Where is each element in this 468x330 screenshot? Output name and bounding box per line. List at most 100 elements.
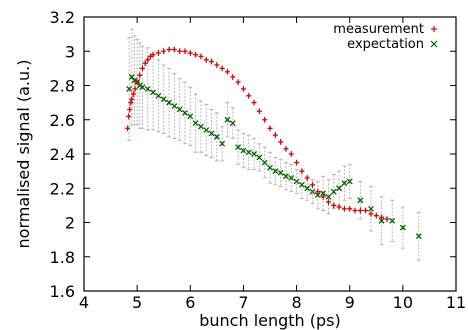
- legend: measurement expectation: [333, 22, 438, 52]
- expectation-marker-b: [314, 192, 321, 199]
- measurement-point: [299, 168, 305, 175]
- expectation-point: [203, 127, 210, 133]
- expectation-point: [229, 120, 236, 127]
- expectation-marker-b: [267, 164, 273, 171]
- measurement-point: [129, 96, 135, 103]
- expectation-point: [368, 205, 374, 212]
- expectation-marker-b: [336, 185, 343, 192]
- measurement-point: [125, 125, 131, 132]
- measurement-point: [214, 61, 220, 68]
- expectation-marker-b: [136, 82, 143, 89]
- expectation-marker-b: [240, 147, 247, 154]
- expectation-point: [213, 133, 220, 140]
- expectation-marker-b: [288, 175, 295, 181]
- expectation-marker-b: [224, 116, 231, 123]
- expectation-series: [126, 73, 422, 240]
- measurement-point: [198, 53, 204, 60]
- expectation-point: [187, 113, 194, 120]
- expectation-marker-b: [139, 84, 146, 91]
- measurement-point: [363, 207, 369, 214]
- expectation-marker-b: [378, 217, 385, 224]
- expectation-marker-b: [256, 154, 263, 161]
- expectation-point: [341, 180, 348, 187]
- expectation-point: [277, 169, 284, 176]
- expectation-marker-b: [213, 133, 220, 140]
- expectation-marker-b: [126, 85, 133, 92]
- expectation-point: [166, 99, 172, 106]
- expectation-marker-b: [346, 178, 353, 185]
- expectation-marker-b: [357, 197, 364, 204]
- expectation-marker-b: [341, 180, 348, 187]
- measurement-point: [384, 216, 390, 223]
- x-tick-label: 11: [446, 293, 466, 312]
- x-tick-label: 4: [79, 293, 89, 312]
- measurement-point: [224, 68, 230, 75]
- expectation-marker-b: [330, 188, 337, 195]
- expectation-marker-b: [277, 169, 284, 176]
- expectation-point: [320, 190, 327, 197]
- y-tick-label: 3.2: [50, 8, 75, 27]
- expectation-marker-b: [251, 151, 258, 157]
- measurement-point: [341, 205, 347, 212]
- expectation-marker-b: [166, 99, 172, 106]
- expectation-point: [282, 173, 289, 180]
- measurement-point: [272, 132, 278, 139]
- x-tick-label: 8: [291, 293, 301, 312]
- expectation-marker-b: [144, 85, 151, 92]
- measurement-point: [240, 85, 246, 92]
- y-tick-label: 1.6: [50, 282, 75, 301]
- expectation-point: [272, 168, 279, 175]
- expectation-marker-b: [203, 127, 210, 133]
- expectation-point: [330, 188, 337, 195]
- x-tick-label: 6: [185, 293, 195, 312]
- expectation-point: [155, 92, 162, 99]
- expectation-point: [144, 85, 151, 92]
- measurement-point: [177, 48, 183, 55]
- error-bars: [127, 28, 421, 261]
- expectation-point: [314, 192, 321, 199]
- measurement-point: [251, 99, 257, 106]
- measurement-point: [283, 145, 289, 152]
- expectation-marker-b: [208, 130, 215, 137]
- legend-marker-expectation: [430, 40, 438, 48]
- measurement-point: [155, 49, 161, 56]
- y-tick-label: 2.4: [50, 145, 75, 164]
- measurement-point: [127, 106, 133, 113]
- expectation-marker-b: [261, 159, 268, 166]
- expectation-marker-b: [272, 168, 279, 175]
- measurement-point: [203, 56, 209, 63]
- expectation-point: [378, 217, 385, 224]
- measurement-point: [166, 46, 172, 53]
- expectation-marker-b: [171, 103, 178, 110]
- x-tick-label: 10: [393, 293, 413, 312]
- measurement-point: [126, 113, 132, 120]
- measurement-point: [352, 207, 358, 214]
- y-axis-label: normalised signal (a.u.): [14, 60, 33, 249]
- expectation-point: [160, 96, 167, 103]
- expectation-marker-b: [245, 149, 252, 156]
- measurement-series: [125, 46, 390, 223]
- expectation-marker-b: [229, 120, 236, 127]
- measurement-point: [294, 159, 300, 166]
- expectation-point: [389, 217, 396, 224]
- x-tick-label: 5: [132, 293, 142, 312]
- expectation-point: [346, 178, 353, 185]
- measurement-point: [193, 51, 199, 58]
- expectation-marker-b: [176, 106, 183, 113]
- expectation-point: [256, 154, 263, 161]
- expectation-marker-b: [192, 120, 199, 127]
- measurement-point: [336, 204, 342, 211]
- expectation-marker-b: [235, 144, 242, 151]
- measurement-point: [347, 205, 353, 212]
- measurement-point: [171, 46, 177, 53]
- expectation-point: [176, 106, 183, 113]
- measurement-point: [134, 79, 140, 86]
- expectation-marker-b: [389, 217, 396, 224]
- measurement-point: [137, 72, 143, 79]
- measurement-point: [161, 48, 167, 55]
- expectation-marker-b: [155, 92, 162, 99]
- expectation-marker-b: [160, 96, 167, 103]
- expectation-marker-b: [304, 185, 311, 192]
- expectation-point: [171, 103, 178, 110]
- measurement-point: [262, 116, 268, 123]
